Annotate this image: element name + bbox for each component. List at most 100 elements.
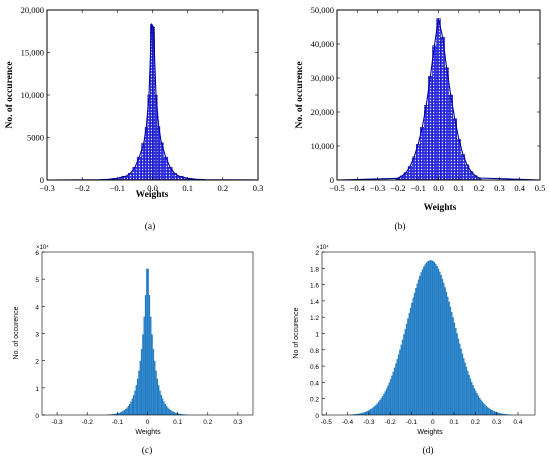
histogram-bar [467, 370, 469, 415]
x-axis-label: Weights [424, 203, 457, 213]
y-tick-label: 10,000 [311, 141, 334, 151]
histogram-bar [123, 410, 126, 415]
panel-label: (c) [142, 445, 153, 456]
x-tick-label: 0.1 [453, 183, 464, 193]
histogram-bar [131, 398, 133, 415]
histogram-bar [464, 362, 466, 415]
histogram-bar [401, 339, 404, 415]
y-axis-label: No. of occurence [5, 61, 15, 128]
y-tick-label: 20,000 [311, 107, 334, 117]
histogram-bar [445, 291, 448, 415]
histogram-bar [165, 405, 168, 415]
histogram-bar [136, 378, 139, 415]
x-tick-label: 0 [146, 419, 150, 426]
histogram-bar [363, 412, 365, 415]
histogram-bar [164, 403, 166, 415]
x-tick-label: -0.3 [363, 419, 375, 426]
histogram-bar [176, 413, 178, 415]
y-tick-label: 1 [35, 386, 39, 393]
histogram-bar [135, 385, 137, 415]
histogram-bar [403, 334, 405, 415]
histogram-bar [168, 408, 170, 415]
y-tick-label: 6 [35, 250, 39, 257]
x-tick-label: 0.2 [474, 183, 485, 193]
y-tick-label: 1.6 [310, 283, 319, 290]
y-tick-label: 0.8 [310, 348, 319, 355]
histogram-bar [159, 390, 161, 415]
x-tick-label: 0.3 [233, 419, 242, 426]
y-tick-label: 1.2 [310, 315, 319, 322]
x-tick-label: 0 [431, 419, 435, 426]
x-tick-label: −0.5 [329, 183, 344, 193]
histogram-bar [357, 413, 360, 415]
y-exponent-label: ×10⁴ [316, 244, 329, 251]
histogram-bar [117, 413, 119, 415]
histogram-bar [359, 413, 361, 415]
histogram-bar [472, 385, 474, 415]
y-tick-label: 30,000 [311, 73, 334, 83]
histogram-bar [392, 371, 394, 415]
y-tick-label: 5000 [27, 133, 44, 143]
histogram-bar [448, 301, 450, 415]
histogram-bar [476, 393, 478, 415]
x-tick-label: −0.4 [350, 183, 366, 193]
x-tick-label: 0.2 [218, 183, 229, 193]
x-tick-label: −0.3 [39, 183, 54, 193]
histogram-bar [158, 385, 160, 415]
histogram-bar [154, 360, 156, 415]
histogram-bar [488, 408, 490, 415]
histogram-bar [113, 413, 115, 415]
histogram-bar [139, 360, 141, 415]
histogram-bar [163, 401, 165, 415]
histogram-bar [111, 414, 114, 415]
histogram-bar [449, 306, 452, 415]
histogram-bar [156, 378, 159, 415]
histogram-bar [480, 399, 482, 415]
histogram-bar [425, 262, 428, 415]
histogram-bar [405, 323, 408, 415]
y-tick-label: 1.8 [310, 266, 319, 273]
histogram-bar [428, 76, 433, 181]
histogram-bar [504, 414, 506, 415]
y-tick-label: 4 [35, 304, 39, 311]
chart-panel-a: −0.3 −0.2 −0.1 0.0 0.1 0.2 0.3 0 5000 10,000 15,00… [5, 5, 263, 232]
histogram-bar [396, 358, 398, 415]
y-tick-label: 0.4 [310, 380, 319, 387]
histogram-bar [437, 268, 440, 415]
fit-curve [336, 18, 541, 181]
histogram-bar [500, 413, 502, 415]
histogram-bar [399, 349, 401, 415]
histogram-bar [443, 282, 445, 415]
histogram-bar [142, 334, 144, 415]
x-tick-label: −0.1 [410, 183, 425, 193]
x-tick-label: 0.0 [147, 183, 158, 193]
y-tick-label: 1 [315, 332, 319, 339]
histogram-bar [479, 397, 481, 415]
histogram-bar [407, 318, 409, 415]
chart-panel-d: -0.5 -0.4 -0.3 -0.2 -0.1 0 0.1 0.2 0.3 0.4 0 0.2 0.4… [293, 244, 536, 456]
histogram-bar [385, 388, 388, 415]
histogram-bar [146, 268, 148, 415]
x-tick-label: 0.2 [471, 419, 480, 426]
histogram-bar [487, 407, 489, 415]
histogram-bar [433, 262, 436, 415]
histogram-bar [155, 370, 157, 415]
histogram-bar [361, 412, 364, 415]
histogram-bar [465, 366, 468, 415]
y-tick-label: 0.6 [310, 364, 319, 371]
y-axis-label: No. of occurence [13, 306, 20, 359]
histogram-bar [389, 379, 392, 415]
histogram-bar [415, 288, 417, 415]
histogram-bar [419, 275, 421, 415]
histogram-bar [118, 412, 120, 415]
histogram-bar [412, 297, 414, 415]
histogram-bar [424, 104, 429, 181]
histogram-bar [447, 296, 449, 415]
histogram-bar [485, 405, 488, 415]
panel-label: (a) [145, 221, 156, 232]
y-tick-label: 20,000 [21, 5, 44, 15]
histogram-bar [432, 45, 437, 181]
histogram-bar [181, 414, 184, 415]
histogram-bar [481, 401, 484, 415]
x-axis-label: Weights [135, 429, 161, 436]
